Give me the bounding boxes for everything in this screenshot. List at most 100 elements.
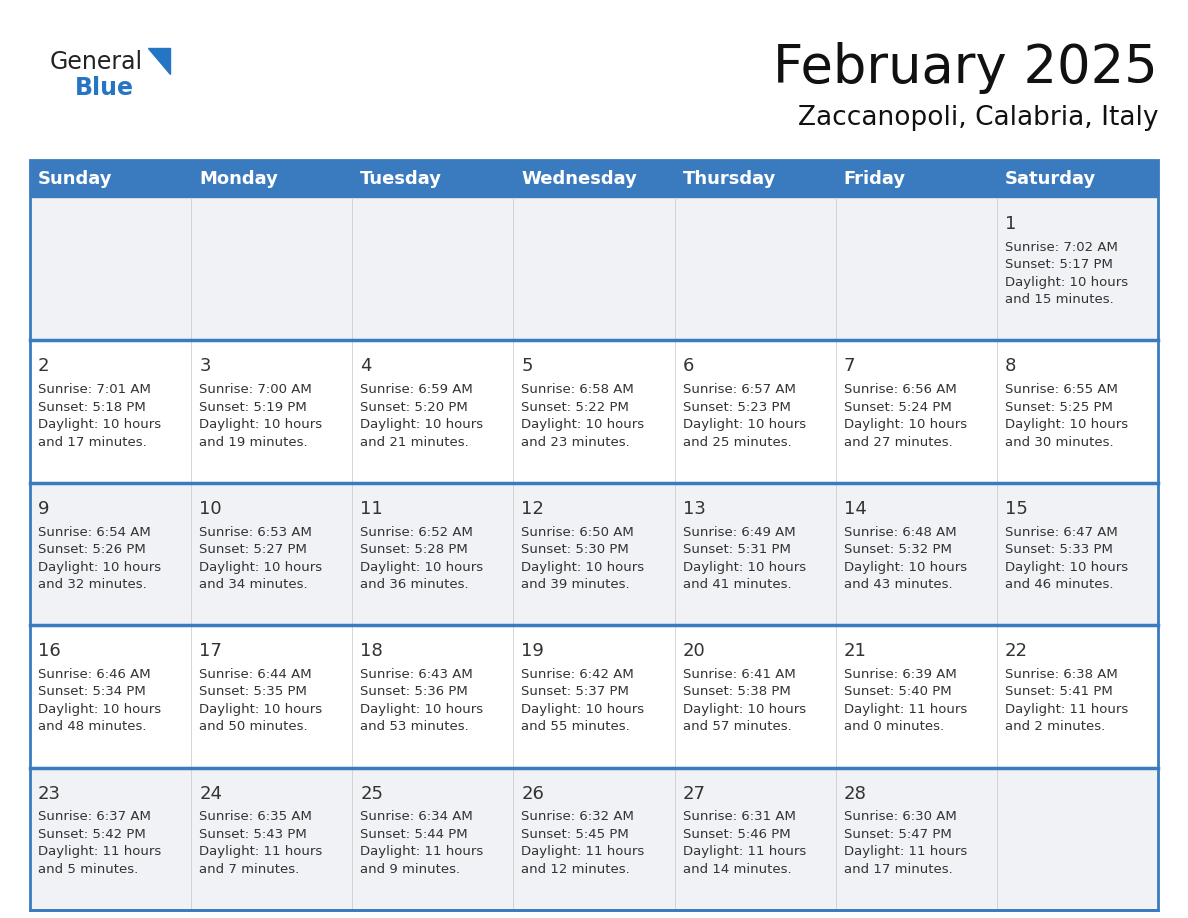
Text: Zaccanopoli, Calabria, Italy: Zaccanopoli, Calabria, Italy — [797, 105, 1158, 131]
Bar — [30, 160, 191, 198]
Text: 9: 9 — [38, 500, 50, 518]
Text: 24: 24 — [200, 785, 222, 802]
Text: 18: 18 — [360, 643, 383, 660]
Text: Sunrise: 6:47 AM
Sunset: 5:33 PM
Daylight: 10 hours
and 46 minutes.: Sunrise: 6:47 AM Sunset: 5:33 PM Dayligh… — [1005, 525, 1129, 591]
Bar — [30, 767, 191, 910]
Bar — [30, 160, 1158, 910]
Bar — [30, 625, 191, 767]
Bar — [835, 483, 997, 625]
Bar — [997, 198, 1158, 341]
Text: 13: 13 — [683, 500, 706, 518]
Text: 14: 14 — [843, 500, 867, 518]
Bar — [675, 767, 835, 910]
Bar — [353, 198, 513, 341]
Text: Sunrise: 6:58 AM
Sunset: 5:22 PM
Daylight: 10 hours
and 23 minutes.: Sunrise: 6:58 AM Sunset: 5:22 PM Dayligh… — [522, 383, 645, 449]
Text: 25: 25 — [360, 785, 384, 802]
Text: Saturday: Saturday — [1005, 170, 1097, 188]
Bar — [353, 625, 513, 767]
Text: Sunrise: 6:30 AM
Sunset: 5:47 PM
Daylight: 11 hours
and 17 minutes.: Sunrise: 6:30 AM Sunset: 5:47 PM Dayligh… — [843, 811, 967, 876]
Text: 22: 22 — [1005, 643, 1028, 660]
Bar — [835, 625, 997, 767]
Text: 15: 15 — [1005, 500, 1028, 518]
Bar — [191, 767, 353, 910]
Text: 8: 8 — [1005, 357, 1016, 375]
Text: Thursday: Thursday — [683, 170, 776, 188]
Text: Sunrise: 7:00 AM
Sunset: 5:19 PM
Daylight: 10 hours
and 19 minutes.: Sunrise: 7:00 AM Sunset: 5:19 PM Dayligh… — [200, 383, 322, 449]
Bar — [835, 767, 997, 910]
Bar — [513, 160, 675, 198]
Bar — [997, 767, 1158, 910]
Bar — [835, 341, 997, 483]
Bar — [675, 341, 835, 483]
Text: Sunrise: 6:52 AM
Sunset: 5:28 PM
Daylight: 10 hours
and 36 minutes.: Sunrise: 6:52 AM Sunset: 5:28 PM Dayligh… — [360, 525, 484, 591]
Bar — [997, 483, 1158, 625]
Bar — [997, 160, 1158, 198]
Text: 23: 23 — [38, 785, 61, 802]
Text: Wednesday: Wednesday — [522, 170, 637, 188]
Bar — [513, 198, 675, 341]
Text: 28: 28 — [843, 785, 867, 802]
Text: 16: 16 — [38, 643, 61, 660]
Text: Blue: Blue — [75, 76, 134, 100]
Text: Friday: Friday — [843, 170, 906, 188]
Text: 6: 6 — [683, 357, 694, 375]
Bar — [513, 767, 675, 910]
Text: 20: 20 — [683, 643, 706, 660]
Bar — [513, 483, 675, 625]
Text: Sunrise: 6:38 AM
Sunset: 5:41 PM
Daylight: 11 hours
and 2 minutes.: Sunrise: 6:38 AM Sunset: 5:41 PM Dayligh… — [1005, 668, 1129, 733]
Bar — [513, 625, 675, 767]
Text: 10: 10 — [200, 500, 222, 518]
Text: 3: 3 — [200, 357, 210, 375]
Text: 17: 17 — [200, 643, 222, 660]
Text: Sunrise: 6:59 AM
Sunset: 5:20 PM
Daylight: 10 hours
and 21 minutes.: Sunrise: 6:59 AM Sunset: 5:20 PM Dayligh… — [360, 383, 484, 449]
Bar — [675, 625, 835, 767]
Text: Sunrise: 6:54 AM
Sunset: 5:26 PM
Daylight: 10 hours
and 32 minutes.: Sunrise: 6:54 AM Sunset: 5:26 PM Dayligh… — [38, 525, 162, 591]
Text: Sunrise: 6:32 AM
Sunset: 5:45 PM
Daylight: 11 hours
and 12 minutes.: Sunrise: 6:32 AM Sunset: 5:45 PM Dayligh… — [522, 811, 645, 876]
Bar — [30, 198, 191, 341]
Text: Sunrise: 6:34 AM
Sunset: 5:44 PM
Daylight: 11 hours
and 9 minutes.: Sunrise: 6:34 AM Sunset: 5:44 PM Dayligh… — [360, 811, 484, 876]
Text: 11: 11 — [360, 500, 383, 518]
Bar — [30, 341, 191, 483]
Text: Sunrise: 6:35 AM
Sunset: 5:43 PM
Daylight: 11 hours
and 7 minutes.: Sunrise: 6:35 AM Sunset: 5:43 PM Dayligh… — [200, 811, 322, 876]
Text: Sunrise: 6:49 AM
Sunset: 5:31 PM
Daylight: 10 hours
and 41 minutes.: Sunrise: 6:49 AM Sunset: 5:31 PM Dayligh… — [683, 525, 805, 591]
Text: Sunrise: 6:46 AM
Sunset: 5:34 PM
Daylight: 10 hours
and 48 minutes.: Sunrise: 6:46 AM Sunset: 5:34 PM Dayligh… — [38, 668, 162, 733]
Text: 26: 26 — [522, 785, 544, 802]
Text: 1: 1 — [1005, 215, 1016, 233]
Bar — [353, 767, 513, 910]
Polygon shape — [148, 48, 170, 74]
Bar — [675, 198, 835, 341]
Bar — [191, 198, 353, 341]
Bar — [353, 341, 513, 483]
Text: Sunrise: 6:43 AM
Sunset: 5:36 PM
Daylight: 10 hours
and 53 minutes.: Sunrise: 6:43 AM Sunset: 5:36 PM Dayligh… — [360, 668, 484, 733]
Bar — [513, 341, 675, 483]
Text: Sunrise: 7:02 AM
Sunset: 5:17 PM
Daylight: 10 hours
and 15 minutes.: Sunrise: 7:02 AM Sunset: 5:17 PM Dayligh… — [1005, 241, 1129, 307]
Bar — [353, 160, 513, 198]
Text: Sunrise: 6:55 AM
Sunset: 5:25 PM
Daylight: 10 hours
and 30 minutes.: Sunrise: 6:55 AM Sunset: 5:25 PM Dayligh… — [1005, 383, 1129, 449]
Bar — [191, 160, 353, 198]
Text: 4: 4 — [360, 357, 372, 375]
Text: Monday: Monday — [200, 170, 278, 188]
Text: February 2025: February 2025 — [773, 42, 1158, 94]
Text: Sunrise: 6:42 AM
Sunset: 5:37 PM
Daylight: 10 hours
and 55 minutes.: Sunrise: 6:42 AM Sunset: 5:37 PM Dayligh… — [522, 668, 645, 733]
Bar — [675, 483, 835, 625]
Text: Sunrise: 6:56 AM
Sunset: 5:24 PM
Daylight: 10 hours
and 27 minutes.: Sunrise: 6:56 AM Sunset: 5:24 PM Dayligh… — [843, 383, 967, 449]
Text: 27: 27 — [683, 785, 706, 802]
Bar — [191, 341, 353, 483]
Text: Sunrise: 6:41 AM
Sunset: 5:38 PM
Daylight: 10 hours
and 57 minutes.: Sunrise: 6:41 AM Sunset: 5:38 PM Dayligh… — [683, 668, 805, 733]
Bar — [835, 160, 997, 198]
Text: Sunrise: 6:57 AM
Sunset: 5:23 PM
Daylight: 10 hours
and 25 minutes.: Sunrise: 6:57 AM Sunset: 5:23 PM Dayligh… — [683, 383, 805, 449]
Text: General: General — [50, 50, 143, 74]
Text: Sunrise: 7:01 AM
Sunset: 5:18 PM
Daylight: 10 hours
and 17 minutes.: Sunrise: 7:01 AM Sunset: 5:18 PM Dayligh… — [38, 383, 162, 449]
Text: 19: 19 — [522, 643, 544, 660]
Text: Sunrise: 6:53 AM
Sunset: 5:27 PM
Daylight: 10 hours
and 34 minutes.: Sunrise: 6:53 AM Sunset: 5:27 PM Dayligh… — [200, 525, 322, 591]
Text: Sunrise: 6:50 AM
Sunset: 5:30 PM
Daylight: 10 hours
and 39 minutes.: Sunrise: 6:50 AM Sunset: 5:30 PM Dayligh… — [522, 525, 645, 591]
Text: 12: 12 — [522, 500, 544, 518]
Bar — [191, 483, 353, 625]
Text: Tuesday: Tuesday — [360, 170, 442, 188]
Bar — [30, 483, 191, 625]
Text: Sunday: Sunday — [38, 170, 113, 188]
Bar — [191, 625, 353, 767]
Bar — [997, 341, 1158, 483]
Text: 2: 2 — [38, 357, 50, 375]
Text: Sunrise: 6:37 AM
Sunset: 5:42 PM
Daylight: 11 hours
and 5 minutes.: Sunrise: 6:37 AM Sunset: 5:42 PM Dayligh… — [38, 811, 162, 876]
